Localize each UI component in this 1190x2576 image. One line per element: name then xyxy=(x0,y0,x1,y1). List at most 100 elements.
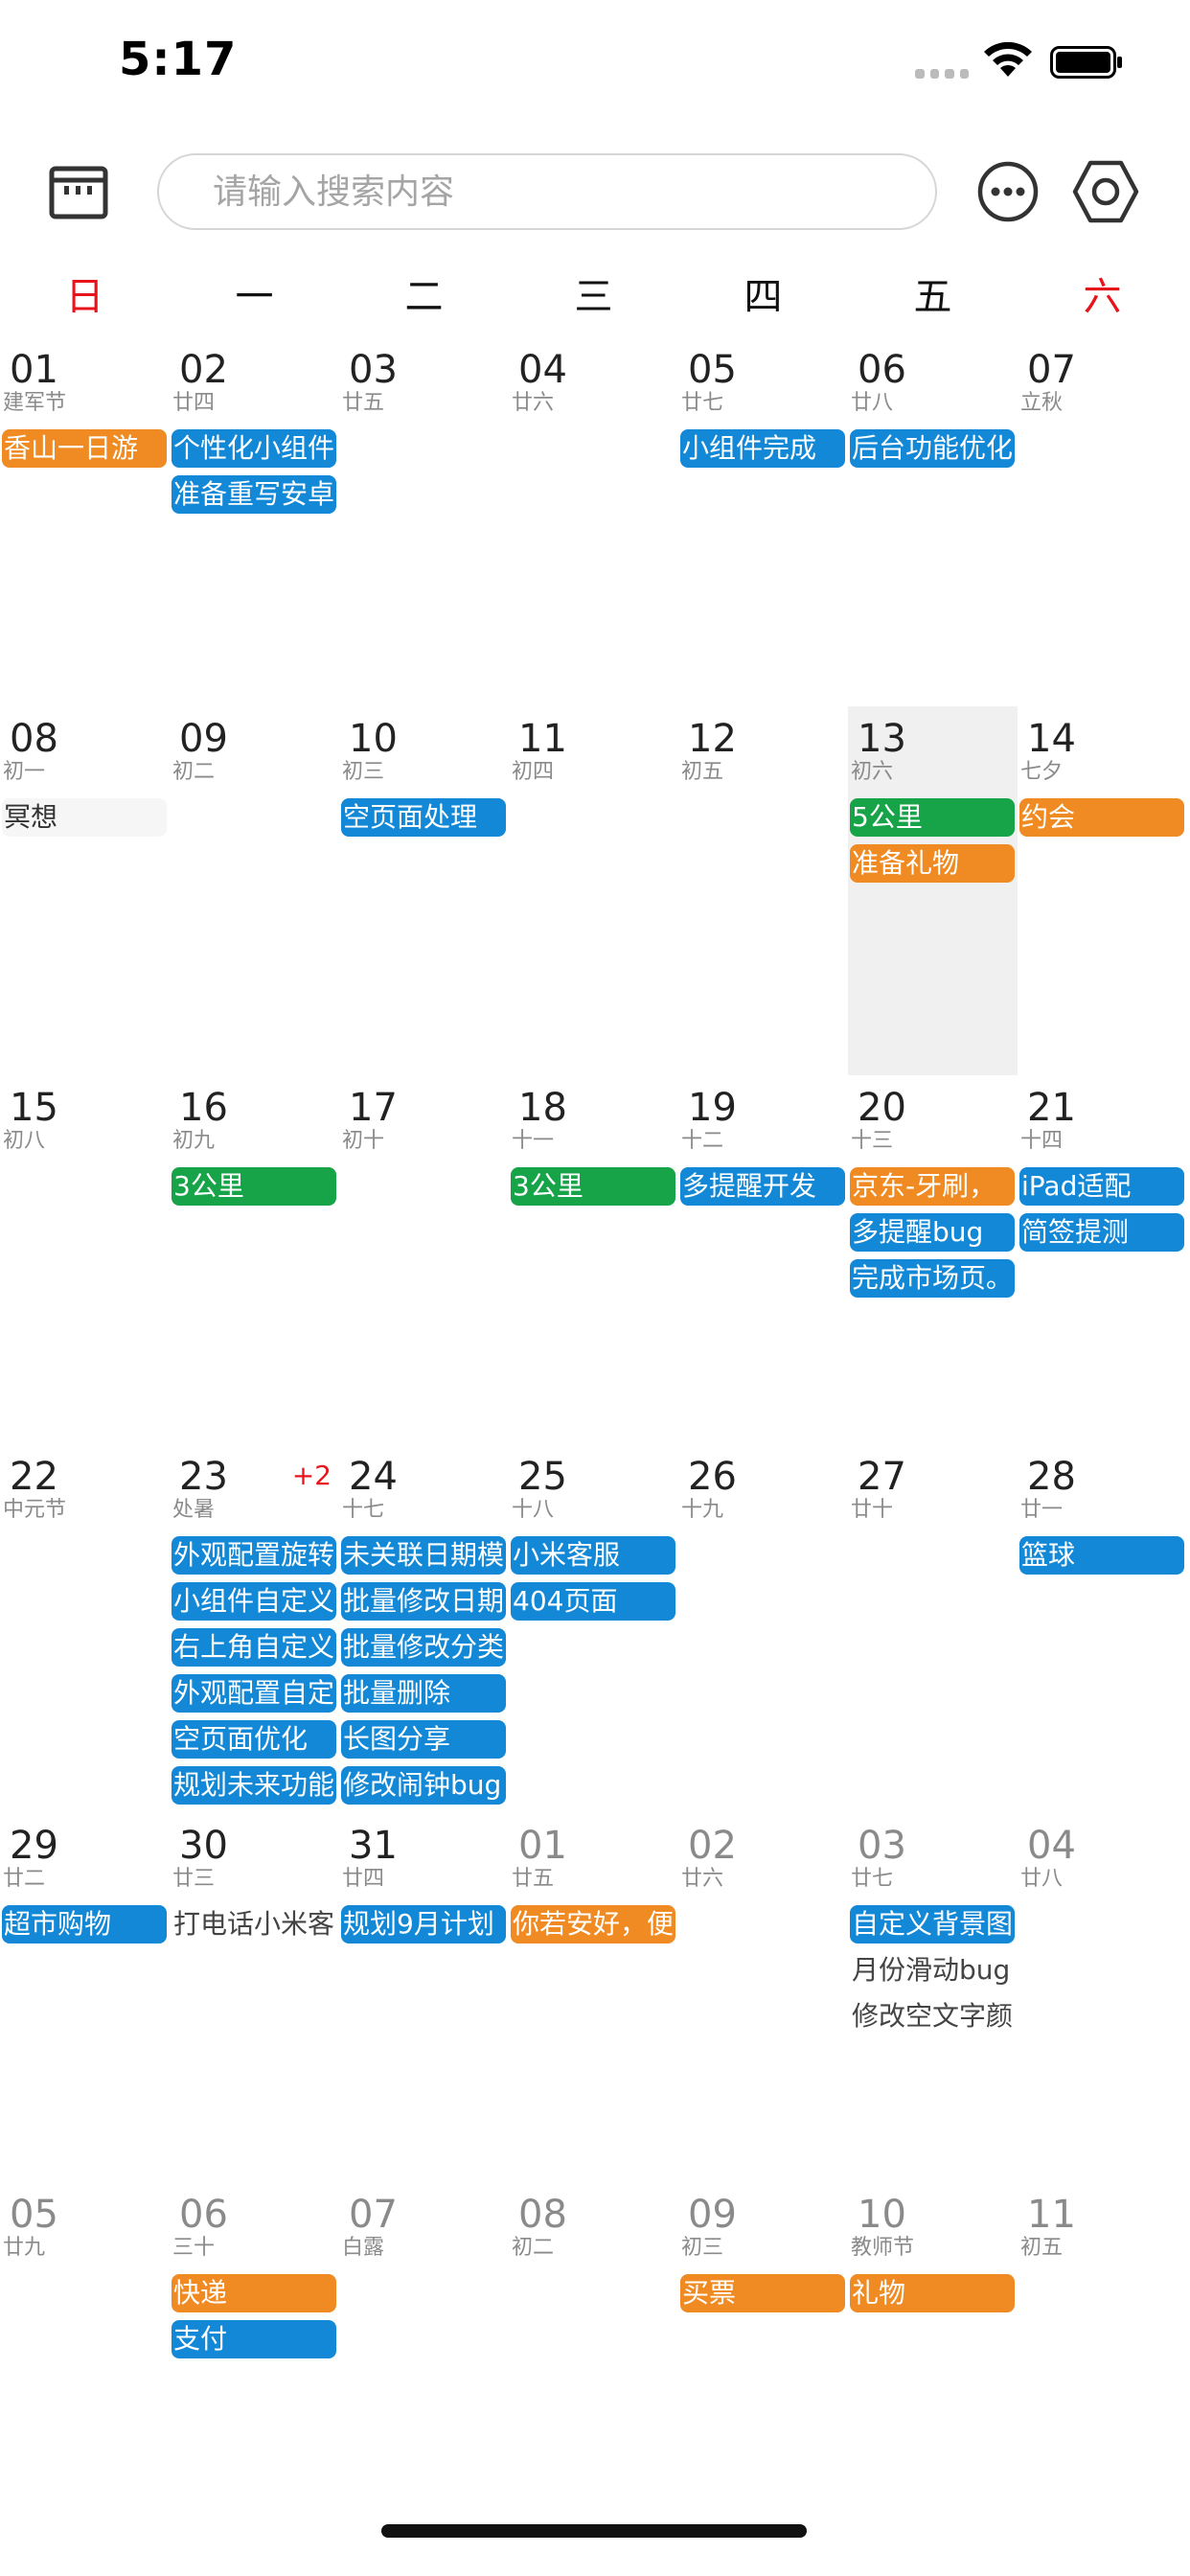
event-chip[interactable]: 5公里 xyxy=(850,798,1015,837)
event-chip[interactable]: 京东-牙刷， xyxy=(850,1167,1015,1206)
day-cell[interactable]: 16 初九 3公里 xyxy=(170,1075,339,1444)
event-chip[interactable]: 支付 xyxy=(172,2320,336,2358)
day-cell[interactable]: 04 廿八 xyxy=(1018,1813,1187,2182)
day-cell[interactable]: 10 初三 空页面处理 xyxy=(339,706,509,1075)
event-chip[interactable]: 约会 xyxy=(1019,798,1184,837)
day-cell[interactable]: 10 教师节 礼物 xyxy=(848,2182,1018,2551)
day-number: 06 xyxy=(179,2193,228,2237)
event-chip[interactable]: 长图分享 xyxy=(341,1720,506,1759)
event-chip[interactable]: 批量修改分类 xyxy=(341,1628,506,1667)
event-chip[interactable]: 外观配置旋转 xyxy=(172,1536,336,1575)
event-chip[interactable]: 香山一日游 xyxy=(2,429,167,468)
event-chip[interactable]: 小米客服 xyxy=(511,1536,675,1575)
settings-icon[interactable] xyxy=(1071,157,1140,226)
day-cell[interactable]: 06 廿八 后台功能优化 xyxy=(848,337,1018,706)
day-cell[interactable]: 29 廿二 超市购物 xyxy=(0,1813,170,2182)
event-chip[interactable]: 礼物 xyxy=(850,2274,1015,2312)
event-chip[interactable]: 批量修改日期 xyxy=(341,1582,506,1621)
weekday-sun: 日 xyxy=(65,275,104,319)
day-cell[interactable]: 24 十七 未关联日期模 批量修改日期 批量修改分类 批量删除 长图分享 修改闹钟bug xyxy=(339,1444,509,1813)
more-options-icon[interactable] xyxy=(973,157,1042,226)
event-chip[interactable]: 空页面处理 xyxy=(341,798,506,837)
event-chip[interactable]: 买票 xyxy=(680,2274,845,2312)
day-cell[interactable]: 03 廿五 xyxy=(339,337,509,706)
day-cell[interactable]: 11 初五 xyxy=(1018,2182,1187,2551)
event-chip[interactable]: 你若安好，便 xyxy=(511,1905,675,1944)
event-chip[interactable]: 自定义背景图 xyxy=(850,1905,1015,1944)
day-cell[interactable]: 05 廿七 小组件完成 xyxy=(678,337,848,706)
day-cell[interactable]: 08 初二 xyxy=(509,2182,678,2551)
event-chip[interactable]: 快递 xyxy=(172,2274,336,2312)
event-chip[interactable]: 准备重写安卓 xyxy=(172,475,336,514)
day-cell[interactable]: 23 处暑 +2 外观配置旋转 小组件自定义 右上角自定义 外观配置自定 空页面优化 规划未来功… xyxy=(170,1444,339,1813)
day-number: 04 xyxy=(1027,1824,1076,1868)
day-cell[interactable]: 08 初一 冥想 xyxy=(0,706,170,1075)
event-chip[interactable]: 多提醒bug xyxy=(850,1213,1015,1252)
event-chip[interactable]: 月份滑动bug xyxy=(852,1954,1011,1986)
more-events-badge[interactable]: +2 xyxy=(291,1460,332,1491)
lunar-date: 教师节 xyxy=(851,2236,915,2260)
day-cell[interactable]: 20 十三 京东-牙刷， 多提醒bug 完成市场页。 xyxy=(848,1075,1018,1444)
day-cell[interactable]: 25 十八 小米客服 404页面 xyxy=(509,1444,678,1813)
day-cell[interactable]: 05 廿九 xyxy=(0,2182,170,2551)
day-cell[interactable]: 18 十一 3公里 xyxy=(509,1075,678,1444)
event-chip[interactable]: 多提醒开发 xyxy=(680,1167,845,1206)
day-cell[interactable]: 02 廿四 个性化小组件 准备重写安卓 xyxy=(170,337,339,706)
event-chip[interactable]: 冥想 xyxy=(2,798,167,837)
day-cell[interactable]: 26 十九 xyxy=(678,1444,848,1813)
event-chip[interactable]: 超市购物 xyxy=(2,1905,167,1944)
event-chip[interactable]: 规划未来功能 xyxy=(172,1766,336,1805)
day-cell[interactable]: 22 中元节 xyxy=(0,1444,170,1813)
event-chip[interactable]: 修改闹钟bug xyxy=(341,1766,506,1805)
lunar-date: 廿六 xyxy=(512,391,555,415)
lunar-date: 廿五 xyxy=(342,391,385,415)
day-cell[interactable]: 03 廿七 自定义背景图 月份滑动bug 修改空文字颜 xyxy=(848,1813,1018,2182)
day-cell[interactable]: 01 廿五 你若安好，便 xyxy=(509,1813,678,2182)
day-cell[interactable]: 13 初六 5公里 准备礼物 xyxy=(848,706,1018,1075)
day-cell[interactable]: 11 初四 xyxy=(509,706,678,1075)
event-chip[interactable]: 404页面 xyxy=(511,1582,675,1621)
event-chip[interactable]: 3公里 xyxy=(511,1167,675,1206)
event-chip[interactable]: iPad适配 xyxy=(1019,1167,1184,1206)
event-chip[interactable]: 小组件自定义 xyxy=(172,1582,336,1621)
day-cell[interactable]: 21 十四 iPad适配 简签提测 xyxy=(1018,1075,1187,1444)
day-cell[interactable]: 09 初二 xyxy=(170,706,339,1075)
day-cell[interactable]: 09 初三 买票 xyxy=(678,2182,848,2551)
status-bar: 5:17 xyxy=(0,0,1190,125)
day-cell[interactable]: 04 廿六 xyxy=(509,337,678,706)
day-cell[interactable]: 07 立秋 xyxy=(1018,337,1187,706)
calendar-view-icon[interactable] xyxy=(44,157,113,226)
day-cell[interactable]: 12 初五 xyxy=(678,706,848,1075)
day-cell[interactable]: 06 三十 快递 支付 xyxy=(170,2182,339,2551)
event-chip[interactable]: 批量删除 xyxy=(341,1674,506,1713)
event-chip[interactable]: 简签提测 xyxy=(1019,1213,1184,1252)
event-chip[interactable]: 规划9月计划 xyxy=(341,1905,506,1944)
event-chip[interactable]: 外观配置自定 xyxy=(172,1674,336,1713)
event-chip[interactable]: 未关联日期模 xyxy=(341,1536,506,1575)
day-cell[interactable]: 15 初八 xyxy=(0,1075,170,1444)
event-chip[interactable]: 篮球 xyxy=(1019,1536,1184,1575)
event-chip[interactable]: 修改空文字颜 xyxy=(852,2000,1014,2032)
day-cell[interactable]: 01 建军节 香山一日游 xyxy=(0,337,170,706)
day-cell[interactable]: 14 七夕 约会 xyxy=(1018,706,1187,1075)
day-number: 14 xyxy=(1027,717,1076,761)
event-chip[interactable]: 准备礼物 xyxy=(850,844,1015,883)
event-chip[interactable]: 完成市场页。 xyxy=(850,1259,1015,1298)
event-chip[interactable]: 空页面优化 xyxy=(172,1720,336,1759)
event-chip[interactable]: 打电话小米客 xyxy=(173,1908,335,1940)
event-chip[interactable]: 小组件完成 xyxy=(680,429,845,468)
day-cell[interactable]: 17 初十 xyxy=(339,1075,509,1444)
event-chip[interactable]: 个性化小组件 xyxy=(172,429,336,468)
day-cell[interactable]: 31 廿四 规划9月计划 xyxy=(339,1813,509,2182)
day-cell[interactable]: 30 廿三 打电话小米客 xyxy=(170,1813,339,2182)
event-chip[interactable]: 右上角自定义 xyxy=(172,1628,336,1667)
day-cell[interactable]: 28 廿一 篮球 xyxy=(1018,1444,1187,1813)
search-bar[interactable] xyxy=(157,153,937,230)
day-cell[interactable]: 27 廿十 xyxy=(848,1444,1018,1813)
day-cell[interactable]: 19 十二 多提醒开发 xyxy=(678,1075,848,1444)
search-input[interactable] xyxy=(213,163,903,220)
event-chip[interactable]: 后台功能优化 xyxy=(850,429,1015,468)
day-cell[interactable]: 07 白露 xyxy=(339,2182,509,2551)
event-chip[interactable]: 3公里 xyxy=(172,1167,336,1206)
day-cell[interactable]: 02 廿六 xyxy=(678,1813,848,2182)
